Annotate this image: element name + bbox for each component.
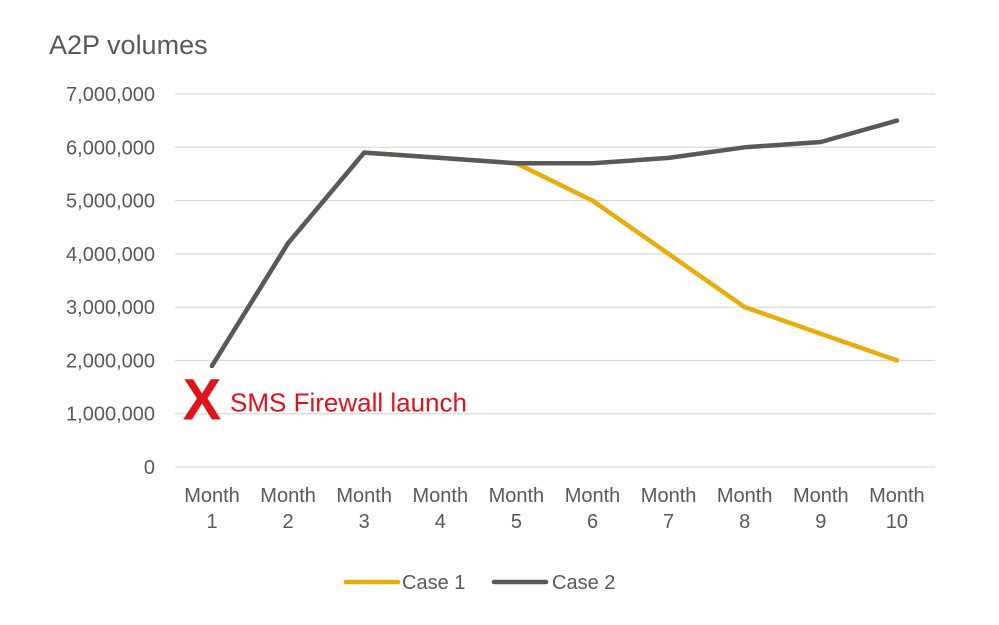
y-tick-label: 5,000,000: [66, 191, 155, 213]
legend: Case 1 Case 2: [343, 572, 615, 594]
y-tick-label: 3,000,000: [66, 297, 155, 319]
y-tick-label: 2,000,000: [66, 350, 155, 372]
annotation-x-marker: X: [183, 368, 222, 433]
y-tick-label: 6,000,000: [66, 137, 155, 159]
x-tick-label: Month 5: [489, 485, 545, 533]
series-line-1: [209, 150, 900, 369]
data-point: [818, 331, 823, 336]
data-point: [362, 150, 367, 155]
data-point: [894, 118, 900, 123]
x-tick-label: Month 6: [565, 485, 621, 533]
x-tick-label: Month 1: [184, 485, 240, 533]
data-point: [514, 161, 519, 166]
legend-label-2: Case 2: [552, 572, 615, 594]
x-tick-label: Month 2: [260, 485, 316, 533]
x-tick-label: Month 3: [336, 485, 392, 533]
x-axis-ticks: Month 1 Month 2 Month 3 Month 4 Month 5 Month 6 Mont…: [184, 485, 924, 533]
chart-title: A2P volumes: [49, 30, 208, 60]
data-point: [742, 145, 747, 150]
y-tick-label: 1,000,000: [66, 404, 155, 426]
x-tick-label: Month 4: [413, 485, 469, 533]
y-axis-ticks: 0 1,000,000 2,000,000 3,000,000 4,000,000 5,0…: [66, 84, 155, 479]
annotation: X SMS Firewall launch: [183, 368, 467, 433]
data-point: [590, 198, 595, 203]
data-point: [285, 241, 291, 246]
x-tick-label: Month 10: [869, 485, 925, 533]
data-point: [742, 304, 747, 310]
x-tick-label: Month 8: [717, 485, 773, 533]
x-tick-label: Month 7: [641, 485, 697, 533]
legend-label-1: Case 1: [402, 572, 465, 594]
data-point: [590, 161, 595, 166]
gridlines: [175, 93, 935, 468]
data-point: [894, 358, 900, 363]
data-point: [818, 139, 823, 145]
data-point: [438, 155, 443, 161]
y-tick-label: 7,000,000: [66, 84, 155, 106]
y-tick-label: 4,000,000: [66, 244, 155, 266]
annotation-label: SMS Firewall launch: [230, 388, 467, 418]
data-point: [666, 251, 671, 257]
data-point: [209, 363, 215, 368]
data-point: [666, 155, 671, 161]
series-lines: [209, 118, 900, 369]
y-tick-label: 0: [144, 457, 155, 479]
series-line-2: [209, 118, 900, 369]
x-tick-label: Month 9: [793, 485, 849, 533]
